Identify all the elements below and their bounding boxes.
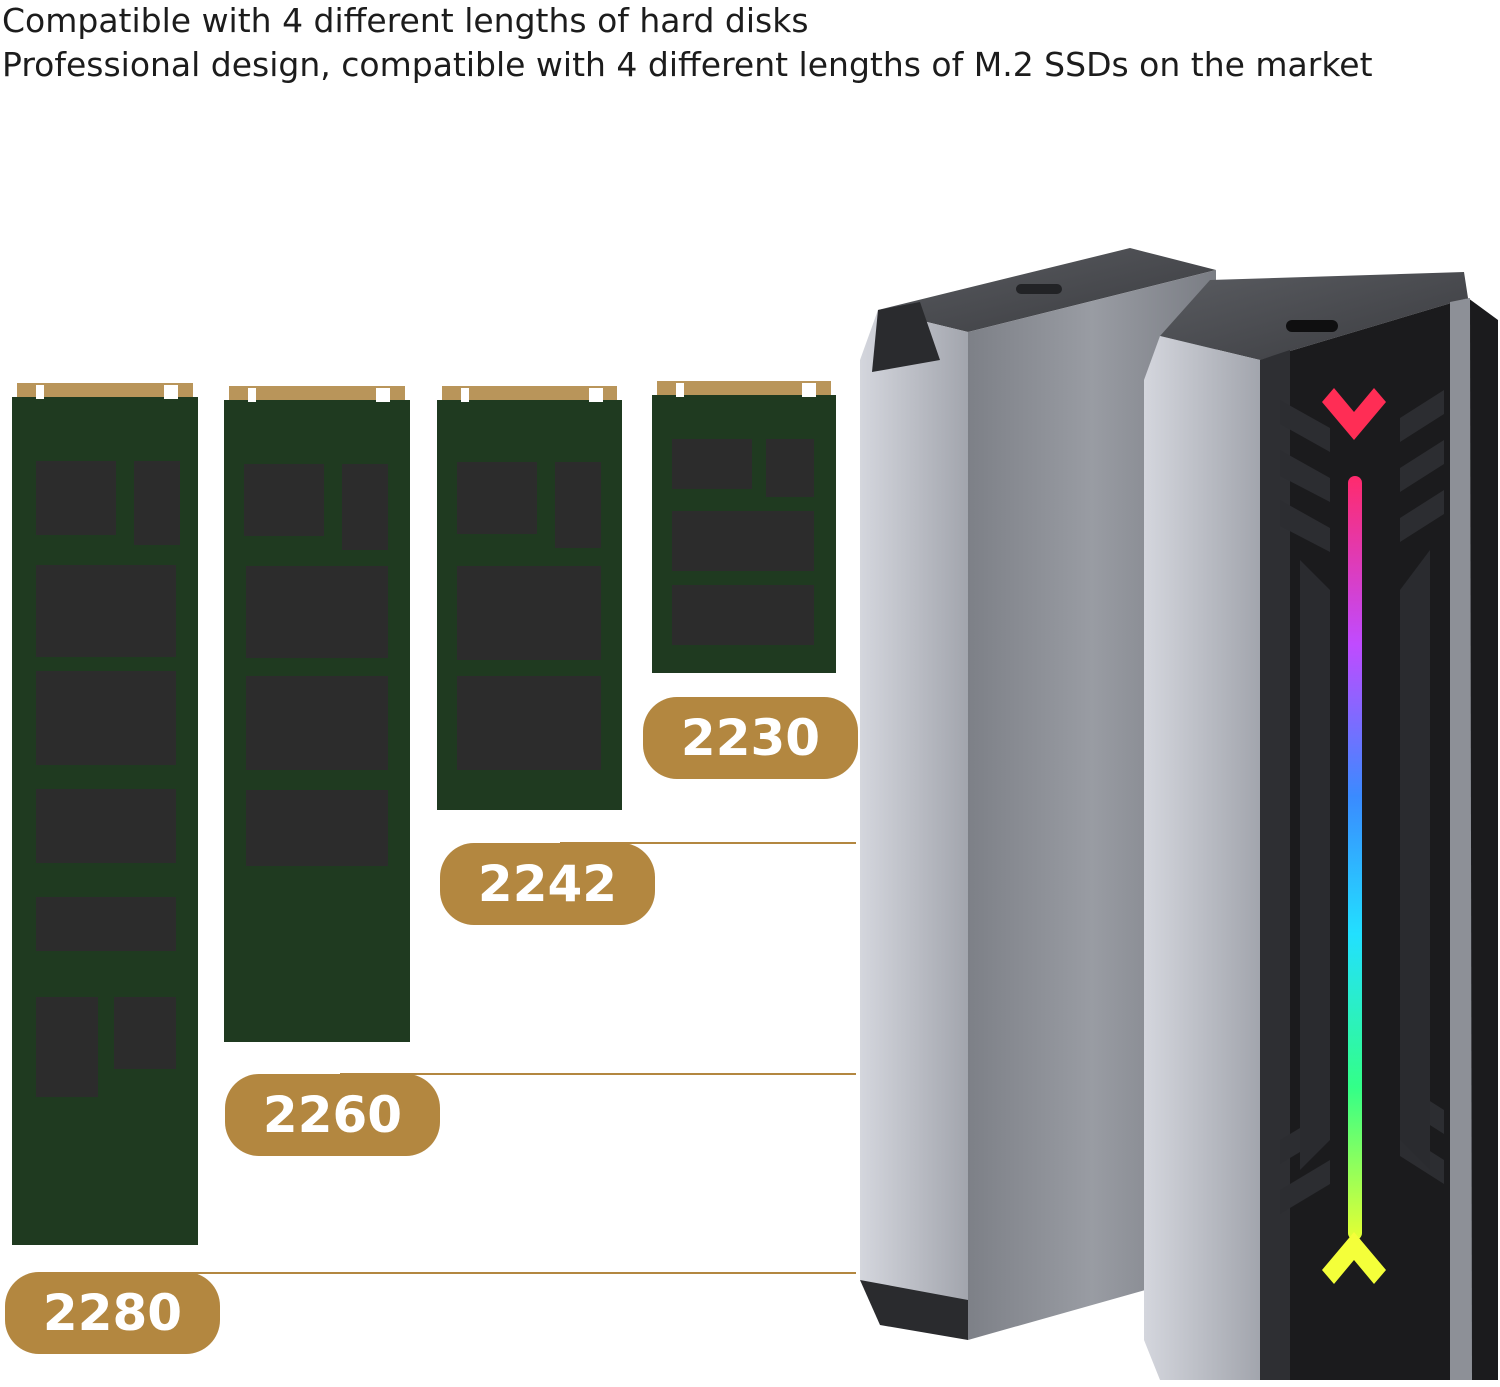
rgb-enclosure (1144, 272, 1498, 1380)
gold-contacts (442, 386, 617, 400)
gold-contacts (17, 383, 193, 397)
length-label-2242: 2242 (440, 843, 655, 925)
length-label-2230: 2230 (643, 697, 858, 779)
usb-c-port-icon (1286, 320, 1338, 332)
ssd-2260-board (224, 386, 410, 1042)
memory-chip (672, 439, 752, 489)
memory-chip (36, 671, 176, 765)
memory-chip (766, 439, 814, 497)
length-label-2280: 2280 (5, 1272, 220, 1354)
memory-chip (134, 461, 180, 545)
subheadline-caption: Professional design, compatible with 4 d… (2, 45, 1373, 84)
key-notch (376, 388, 390, 402)
ssd-2230-board (652, 381, 836, 673)
gold-contacts (229, 386, 405, 400)
memory-chip (36, 997, 98, 1097)
memory-chip (246, 790, 388, 866)
gold-contacts (657, 381, 831, 395)
key-notch (676, 383, 684, 397)
memory-chip (555, 462, 601, 548)
headline-caption: Compatible with 4 different lengths of h… (2, 1, 809, 40)
ssd-2242-board (437, 386, 622, 810)
usb-c-port-icon (1016, 284, 1062, 294)
length-guide-2280 (130, 1272, 856, 1274)
rgb-light-strip-icon (1348, 476, 1362, 1240)
length-guide-2242 (560, 842, 856, 844)
red-chevron-icon (1322, 388, 1386, 440)
key-notch (248, 388, 256, 402)
memory-chip (114, 997, 176, 1069)
ssd-enclosure-illustration (860, 248, 1498, 1380)
length-guide-2260 (340, 1073, 856, 1075)
memory-chip (457, 462, 537, 534)
memory-chip (36, 565, 176, 657)
memory-chip (36, 789, 176, 863)
memory-chip (672, 511, 814, 571)
key-notch (802, 383, 816, 397)
memory-chip (246, 676, 388, 770)
memory-chip (457, 676, 601, 770)
key-notch (36, 385, 44, 399)
memory-chip (36, 461, 116, 535)
memory-chip (342, 464, 388, 550)
yellow-chevron-icon (1322, 1232, 1386, 1284)
memory-chip (672, 585, 814, 645)
memory-chip (246, 566, 388, 658)
key-notch (461, 388, 469, 402)
key-notch (589, 388, 603, 402)
ssd-2280-board (12, 383, 198, 1245)
length-label-2260: 2260 (225, 1074, 440, 1156)
memory-chip (457, 566, 601, 660)
memory-chip (36, 897, 176, 951)
memory-chip (244, 464, 324, 536)
key-notch (164, 385, 178, 399)
